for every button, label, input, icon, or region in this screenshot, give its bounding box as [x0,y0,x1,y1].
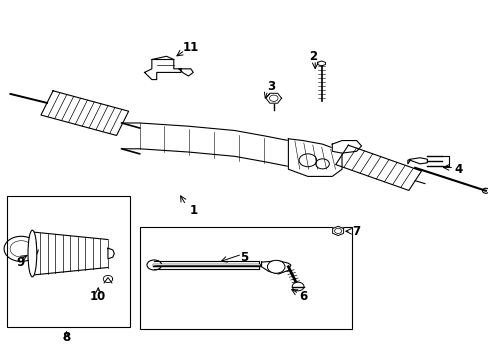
Polygon shape [265,93,281,103]
Polygon shape [331,140,361,153]
Text: 4: 4 [454,163,462,176]
Text: 10: 10 [90,290,106,303]
Circle shape [267,260,285,273]
Polygon shape [335,145,421,190]
Text: 7: 7 [352,225,360,238]
Polygon shape [41,91,128,135]
Ellipse shape [28,230,37,277]
Polygon shape [108,248,114,259]
Text: 8: 8 [62,331,70,344]
Text: 11: 11 [183,41,199,54]
Text: 3: 3 [267,80,275,93]
Polygon shape [288,139,341,176]
Polygon shape [317,61,325,66]
Polygon shape [144,59,181,80]
Text: 1: 1 [189,204,197,217]
Polygon shape [261,261,290,274]
Polygon shape [122,123,288,166]
Polygon shape [332,226,343,235]
Text: 6: 6 [298,290,306,303]
Text: 9: 9 [16,256,24,269]
Circle shape [292,282,304,291]
Polygon shape [407,158,427,164]
Text: 5: 5 [240,251,248,264]
Bar [6,196,130,327]
Ellipse shape [147,260,161,270]
Bar [140,226,351,329]
Text: 2: 2 [308,50,316,63]
Polygon shape [178,69,193,76]
